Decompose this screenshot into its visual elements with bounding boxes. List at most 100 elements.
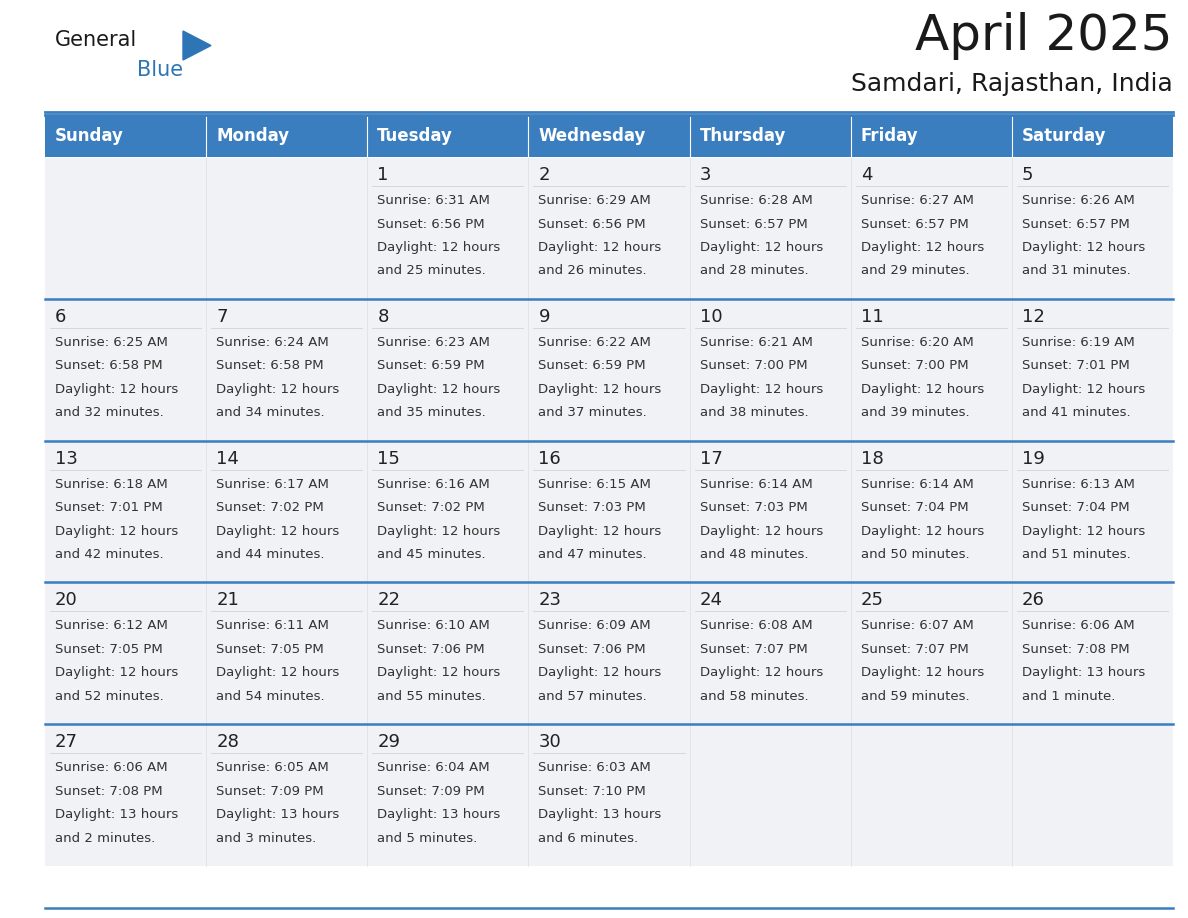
Bar — [689, 157, 851, 298]
Text: and 52 minutes.: and 52 minutes. — [55, 690, 164, 703]
Bar — [207, 582, 367, 724]
Text: Sunset: 7:07 PM: Sunset: 7:07 PM — [700, 643, 808, 655]
Text: Sunset: 7:01 PM: Sunset: 7:01 PM — [1022, 359, 1130, 373]
Text: and 47 minutes.: and 47 minutes. — [538, 548, 647, 561]
Text: Sunrise: 6:04 AM: Sunrise: 6:04 AM — [378, 761, 489, 774]
Text: Daylight: 12 hours: Daylight: 12 hours — [378, 524, 500, 538]
Text: Daylight: 12 hours: Daylight: 12 hours — [861, 524, 984, 538]
Bar — [207, 441, 367, 582]
Text: Saturday: Saturday — [1022, 127, 1106, 145]
Text: and 59 minutes.: and 59 minutes. — [861, 690, 969, 703]
Text: Sunset: 7:02 PM: Sunset: 7:02 PM — [378, 501, 485, 514]
Text: 14: 14 — [216, 450, 239, 467]
Text: Daylight: 12 hours: Daylight: 12 hours — [216, 524, 340, 538]
Text: 2: 2 — [538, 166, 550, 184]
Text: and 28 minutes.: and 28 minutes. — [700, 264, 808, 277]
Text: Daylight: 12 hours: Daylight: 12 hours — [700, 241, 823, 254]
Text: Sunset: 7:08 PM: Sunset: 7:08 PM — [1022, 643, 1130, 655]
Text: and 39 minutes.: and 39 minutes. — [861, 407, 969, 420]
Text: Daylight: 12 hours: Daylight: 12 hours — [1022, 241, 1145, 254]
Text: and 3 minutes.: and 3 minutes. — [216, 832, 316, 845]
Text: 12: 12 — [1022, 308, 1044, 326]
Text: Sunrise: 6:19 AM: Sunrise: 6:19 AM — [1022, 336, 1135, 349]
Text: Sunset: 7:05 PM: Sunset: 7:05 PM — [55, 643, 163, 655]
Bar — [367, 115, 529, 157]
Text: 22: 22 — [378, 591, 400, 610]
Text: 10: 10 — [700, 308, 722, 326]
Text: Daylight: 12 hours: Daylight: 12 hours — [700, 524, 823, 538]
Text: 1: 1 — [378, 166, 388, 184]
Text: Sunrise: 6:21 AM: Sunrise: 6:21 AM — [700, 336, 813, 349]
Text: Blue: Blue — [137, 60, 183, 80]
Text: Sunset: 7:00 PM: Sunset: 7:00 PM — [861, 359, 968, 373]
Text: Sunset: 6:59 PM: Sunset: 6:59 PM — [378, 359, 485, 373]
Bar — [367, 298, 529, 441]
Text: Daylight: 12 hours: Daylight: 12 hours — [378, 383, 500, 396]
Bar — [529, 582, 689, 724]
Text: Tuesday: Tuesday — [378, 127, 453, 145]
Text: Daylight: 12 hours: Daylight: 12 hours — [538, 241, 662, 254]
Text: Daylight: 12 hours: Daylight: 12 hours — [1022, 524, 1145, 538]
Text: and 41 minutes.: and 41 minutes. — [1022, 407, 1131, 420]
Text: and 29 minutes.: and 29 minutes. — [861, 264, 969, 277]
Text: Sunset: 7:04 PM: Sunset: 7:04 PM — [1022, 501, 1130, 514]
Polygon shape — [183, 31, 211, 60]
Text: Sunrise: 6:13 AM: Sunrise: 6:13 AM — [1022, 477, 1135, 490]
Text: Daylight: 12 hours: Daylight: 12 hours — [538, 524, 662, 538]
Text: Sunrise: 6:18 AM: Sunrise: 6:18 AM — [55, 477, 168, 490]
Text: 15: 15 — [378, 450, 400, 467]
Text: 13: 13 — [55, 450, 78, 467]
Text: and 26 minutes.: and 26 minutes. — [538, 264, 647, 277]
Text: Sunset: 7:06 PM: Sunset: 7:06 PM — [378, 643, 485, 655]
Bar — [1012, 724, 1173, 866]
Text: 23: 23 — [538, 591, 562, 610]
Bar — [207, 157, 367, 298]
Text: Daylight: 12 hours: Daylight: 12 hours — [861, 383, 984, 396]
Text: Sunset: 6:58 PM: Sunset: 6:58 PM — [55, 359, 163, 373]
Text: and 42 minutes.: and 42 minutes. — [55, 548, 164, 561]
Text: Sunrise: 6:05 AM: Sunrise: 6:05 AM — [216, 761, 329, 774]
Text: Friday: Friday — [861, 127, 918, 145]
Text: 8: 8 — [378, 308, 388, 326]
Text: Daylight: 12 hours: Daylight: 12 hours — [1022, 383, 1145, 396]
Text: Sunrise: 6:29 AM: Sunrise: 6:29 AM — [538, 194, 651, 207]
Text: and 34 minutes.: and 34 minutes. — [216, 407, 324, 420]
Text: Sunrise: 6:14 AM: Sunrise: 6:14 AM — [700, 477, 813, 490]
Text: Sunrise: 6:17 AM: Sunrise: 6:17 AM — [216, 477, 329, 490]
Bar — [1012, 441, 1173, 582]
Text: 30: 30 — [538, 733, 561, 751]
Text: Daylight: 12 hours: Daylight: 12 hours — [55, 666, 178, 679]
Text: Daylight: 12 hours: Daylight: 12 hours — [55, 383, 178, 396]
Bar — [529, 441, 689, 582]
Text: Samdari, Rajasthan, India: Samdari, Rajasthan, India — [852, 72, 1173, 96]
Bar — [529, 157, 689, 298]
Text: and 48 minutes.: and 48 minutes. — [700, 548, 808, 561]
Text: 25: 25 — [861, 591, 884, 610]
Text: 24: 24 — [700, 591, 722, 610]
Text: Sunrise: 6:31 AM: Sunrise: 6:31 AM — [378, 194, 491, 207]
Text: Sunset: 7:01 PM: Sunset: 7:01 PM — [55, 501, 163, 514]
Bar — [367, 724, 529, 866]
Text: Daylight: 12 hours: Daylight: 12 hours — [216, 666, 340, 679]
Text: 11: 11 — [861, 308, 884, 326]
Text: 9: 9 — [538, 308, 550, 326]
Text: Daylight: 12 hours: Daylight: 12 hours — [55, 524, 178, 538]
Text: Sunset: 7:03 PM: Sunset: 7:03 PM — [700, 501, 808, 514]
Text: Sunset: 7:07 PM: Sunset: 7:07 PM — [861, 643, 968, 655]
Bar — [851, 441, 1012, 582]
Text: Sunrise: 6:27 AM: Sunrise: 6:27 AM — [861, 194, 974, 207]
Text: Sunset: 7:09 PM: Sunset: 7:09 PM — [216, 785, 324, 798]
Text: Sunrise: 6:06 AM: Sunrise: 6:06 AM — [55, 761, 168, 774]
Bar — [45, 298, 207, 441]
Bar — [529, 298, 689, 441]
Text: Sunrise: 6:20 AM: Sunrise: 6:20 AM — [861, 336, 973, 349]
Text: Sunrise: 6:15 AM: Sunrise: 6:15 AM — [538, 477, 651, 490]
Text: General: General — [55, 30, 138, 50]
Text: Sunset: 6:57 PM: Sunset: 6:57 PM — [700, 218, 808, 230]
Text: Monday: Monday — [216, 127, 289, 145]
Text: 21: 21 — [216, 591, 239, 610]
Text: Sunrise: 6:26 AM: Sunrise: 6:26 AM — [1022, 194, 1135, 207]
Text: Daylight: 12 hours: Daylight: 12 hours — [538, 383, 662, 396]
Text: Sunrise: 6:16 AM: Sunrise: 6:16 AM — [378, 477, 489, 490]
Text: 29: 29 — [378, 733, 400, 751]
